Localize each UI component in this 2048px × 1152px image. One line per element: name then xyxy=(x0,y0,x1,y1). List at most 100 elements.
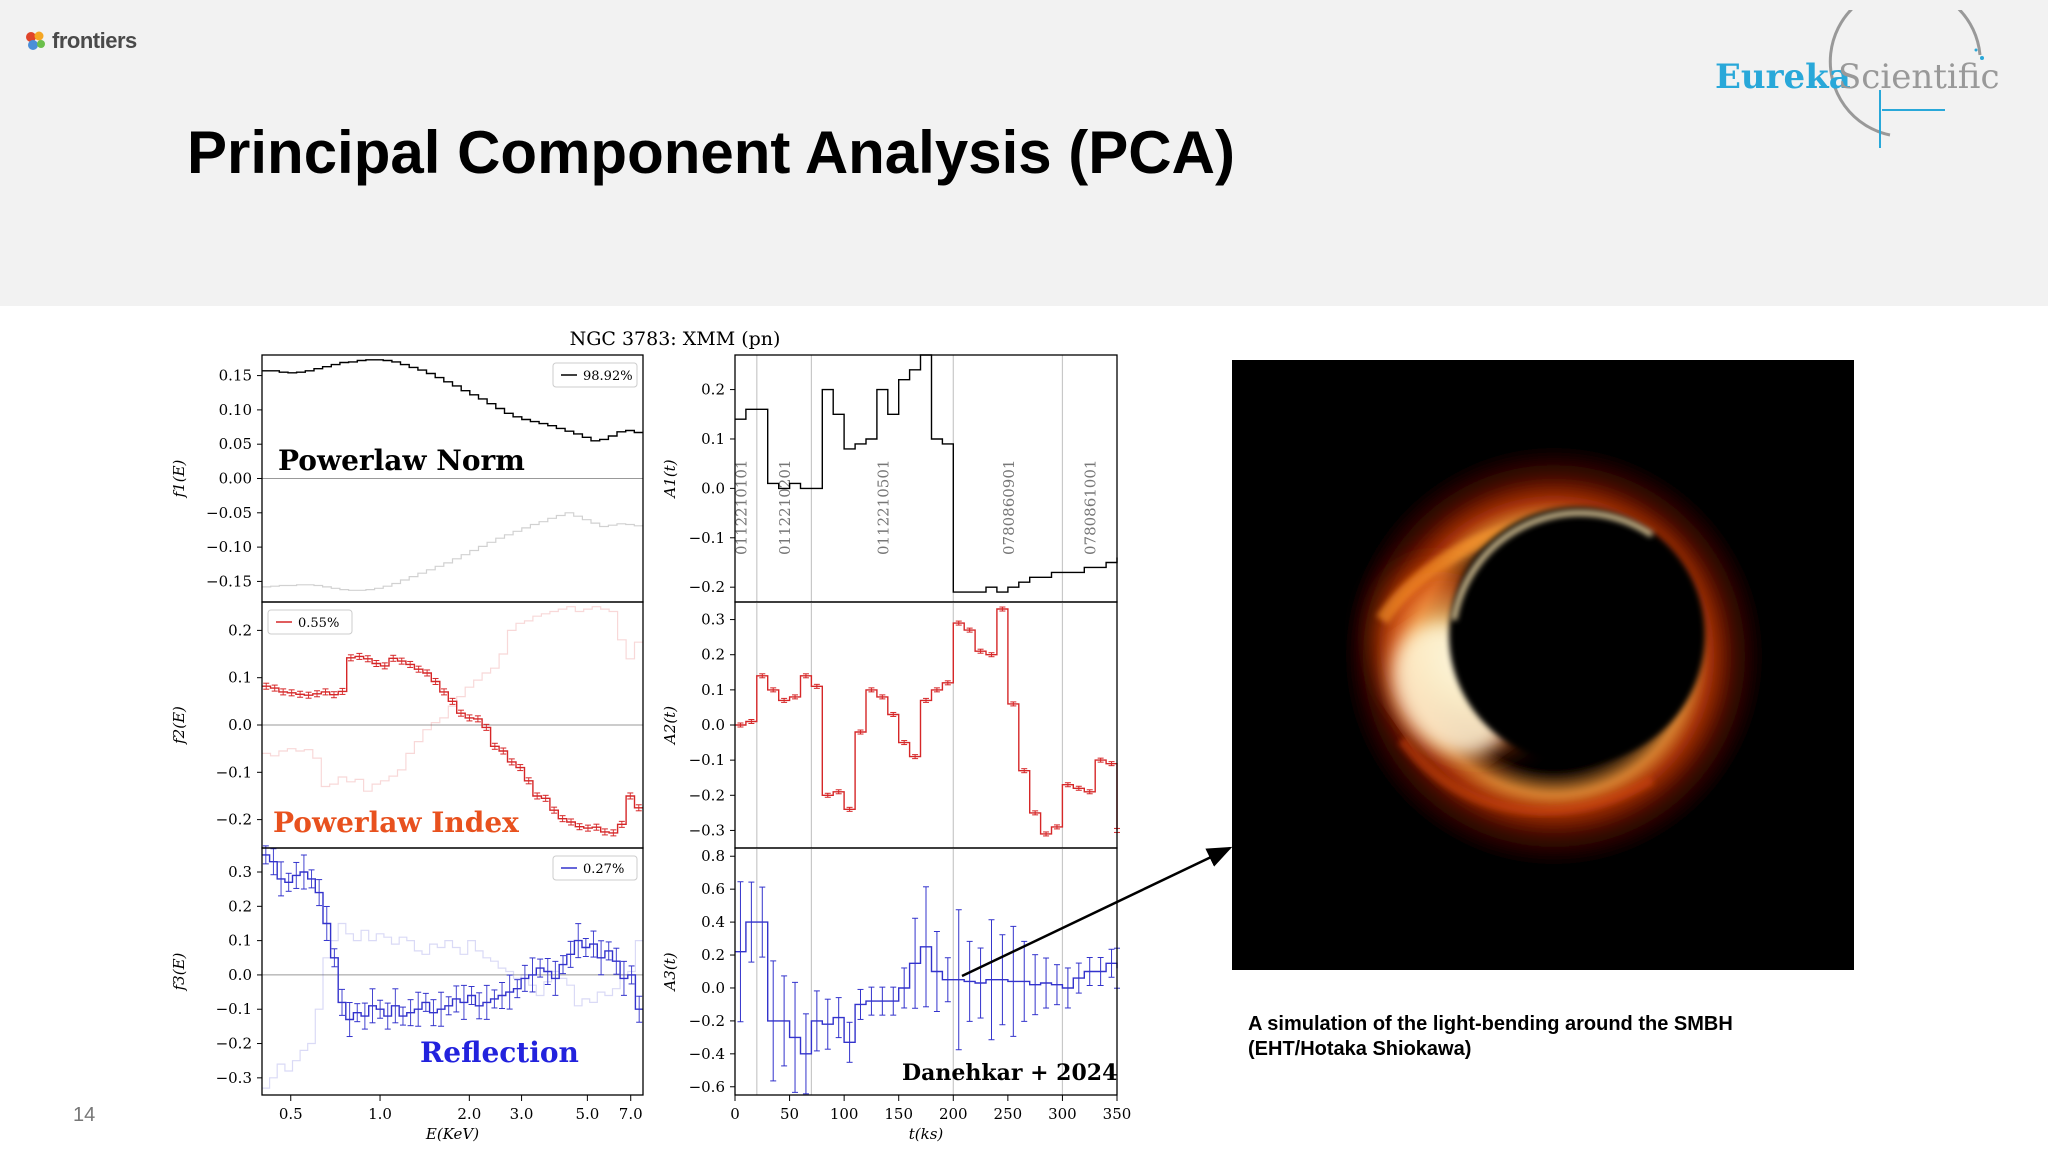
panel-f2-ytick-label: −0.1 xyxy=(216,763,252,781)
time-xtick-label: 100 xyxy=(830,1105,859,1123)
scientific-word: Scientific xyxy=(1838,57,1999,97)
panel-f1-legend-box xyxy=(552,362,638,388)
panel-f1-legend-label: 98.92% xyxy=(583,369,633,384)
time-xtick-label: 300 xyxy=(1048,1105,1077,1123)
panel-A1-series-line xyxy=(735,354,1118,593)
energy-xtick-label: 2.0 xyxy=(457,1105,481,1123)
panel-f3-ytick-label: 0.1 xyxy=(228,932,252,950)
obsid-label: 0112210101 xyxy=(732,460,750,555)
panel-f1-ytick-label: 0.10 xyxy=(219,401,252,419)
panel-f1-ytick-label: −0.15 xyxy=(206,572,252,590)
eureka-scientific-logo: Eureka Scientific xyxy=(1710,0,2010,150)
panel-A3-frame xyxy=(734,847,1118,1096)
panel-f3-ghost-series xyxy=(262,922,643,1089)
panel-A3-ytick-label: 0.8 xyxy=(701,847,725,865)
panel-A3-ytick-label: −0.4 xyxy=(689,1045,725,1063)
eureka-word: Eureka xyxy=(1715,57,1851,97)
panel-f1-ytick-label: 0.00 xyxy=(219,470,252,488)
panel-A3-ytick-label: 0.0 xyxy=(701,979,725,997)
pca-chart-figure: NGC 3783: XMM (pn)0.150.100.050.00−0.05−… xyxy=(170,328,1233,1143)
panel-f3-ytick-label: 0.2 xyxy=(228,897,252,915)
panel-A3-ylabel: A3(t) xyxy=(661,952,679,992)
annotation-danehkar: Danehkar + 2024 xyxy=(902,1060,1117,1086)
obsid-label: 0780860901 xyxy=(1000,460,1018,555)
panel-f3-ytick-label: 0.0 xyxy=(228,966,252,984)
energy-xlabel: E(KeV) xyxy=(425,1125,479,1143)
chart-title: NGC 3783: XMM (pn) xyxy=(570,328,781,350)
panel-A2-frame xyxy=(734,601,1118,849)
panel-f3-ylabel: f3(E) xyxy=(170,952,188,991)
panel-f2-ytick-label: 0.2 xyxy=(228,621,252,639)
panel-A2-ylabel: A2(t) xyxy=(661,706,679,746)
panel-f3-ytick-label: −0.3 xyxy=(216,1069,252,1087)
page-title: Principal Component Analysis (PCA) xyxy=(187,119,1235,186)
panel-f2-ylabel: f2(E) xyxy=(170,706,188,745)
time-xtick-label: 50 xyxy=(780,1105,799,1123)
panel-f3-legend-label: 0.27% xyxy=(583,862,624,877)
panel-f1-ghost-series xyxy=(262,512,643,591)
panel-A2-ytick-label: −0.2 xyxy=(689,786,725,804)
frontiers-logo: frontiers xyxy=(24,28,137,54)
panel-A3-ytick-label: 0.4 xyxy=(701,913,725,931)
pointer-arrow xyxy=(961,846,1233,978)
page-number: 14 xyxy=(73,1104,96,1126)
panel-f1-ytick-label: 0.15 xyxy=(219,367,252,385)
time-xtick-label: 250 xyxy=(994,1105,1023,1123)
panel-A3-ytick-label: −0.6 xyxy=(689,1078,725,1096)
panel-A3-series-line xyxy=(735,921,1118,1055)
caption-line-1: A simulation of the light-bending around… xyxy=(1248,1013,1733,1035)
time-xlabel: t(ks) xyxy=(909,1125,944,1143)
obsid-label: 0112210501 xyxy=(874,460,892,555)
panel-f2-ytick-label: 0.1 xyxy=(228,669,252,687)
panel-f3-legend-box xyxy=(552,855,638,881)
panel-f1-series-line xyxy=(262,359,643,442)
panel-f1-ytick-label: −0.10 xyxy=(206,538,252,556)
slide-header xyxy=(0,0,2048,306)
energy-xtick-label: 3.0 xyxy=(510,1105,534,1123)
energy-xtick-label: 0.5 xyxy=(279,1105,303,1123)
frontiers-wordmark: frontiers xyxy=(52,28,137,53)
panel-A2-ytick-label: 0.3 xyxy=(701,611,725,629)
panel-A2-ytick-label: 0.0 xyxy=(701,716,725,734)
black-hole-simulation-image xyxy=(1232,360,1854,970)
time-xtick-label: 350 xyxy=(1103,1105,1132,1123)
energy-xtick-label: 1.0 xyxy=(368,1105,392,1123)
panel-A3-ytick-label: 0.2 xyxy=(701,946,725,964)
panel-f2-legend-box xyxy=(267,609,353,635)
panel-f3-ytick-label: −0.2 xyxy=(216,1035,252,1053)
panel-f3-ytick-label: −0.1 xyxy=(216,1000,252,1018)
panel-f1-ytick-label: 0.05 xyxy=(219,435,252,453)
panel-A3-ytick-label: −0.2 xyxy=(689,1012,725,1030)
panel-f3-ytick-label: 0.3 xyxy=(228,863,252,881)
panel-A1-ylabel: A1(t) xyxy=(661,459,679,499)
caption-line-2: (EHT/Hotaka Shiokawa) xyxy=(1248,1038,1472,1060)
annotation-reflection: Reflection xyxy=(420,1036,579,1069)
annotation-powerlaw-index: Powerlaw Index xyxy=(273,806,519,839)
panel-A1-ytick-label: −0.1 xyxy=(689,529,725,547)
panel-A2-ytick-label: −0.3 xyxy=(689,821,725,839)
energy-xtick-label: 5.0 xyxy=(575,1105,599,1123)
image-caption: A simulation of the light-bending around… xyxy=(1248,1012,1733,1062)
panel-f3-frame xyxy=(261,847,644,1096)
panel-A1-ytick-label: 0.1 xyxy=(701,430,725,448)
panel-f2-ytick-label: −0.2 xyxy=(216,811,252,829)
panel-f2-legend-label: 0.55% xyxy=(298,616,339,631)
panel-A1-ytick-label: 0.2 xyxy=(701,381,725,399)
panel-A2-ytick-label: 0.2 xyxy=(701,646,725,664)
panel-f1-ylabel: f1(E) xyxy=(170,459,188,498)
panel-A1-ytick-label: 0.0 xyxy=(701,479,725,497)
panel-A1-ytick-label: −0.2 xyxy=(689,578,725,596)
panel-f2-ghost-series xyxy=(262,606,643,792)
panel-A3-ytick-label: 0.6 xyxy=(701,880,725,898)
panel-f1-ytick-label: −0.05 xyxy=(206,504,252,522)
obsid-label: 0780861001 xyxy=(1082,460,1100,555)
annotation-powerlaw-norm: Powerlaw Norm xyxy=(278,444,525,477)
frontiers-leaf-icon xyxy=(26,31,45,50)
time-xtick-label: 200 xyxy=(939,1105,968,1123)
time-xtick-label: 0 xyxy=(730,1105,740,1123)
panel-A2-series-line xyxy=(735,608,1118,835)
panel-A2-ytick-label: −0.1 xyxy=(689,751,725,769)
energy-xtick-label: 7.0 xyxy=(619,1105,643,1123)
panel-A2-ytick-label: 0.1 xyxy=(701,681,725,699)
obsid-label: 0112210201 xyxy=(776,460,794,555)
